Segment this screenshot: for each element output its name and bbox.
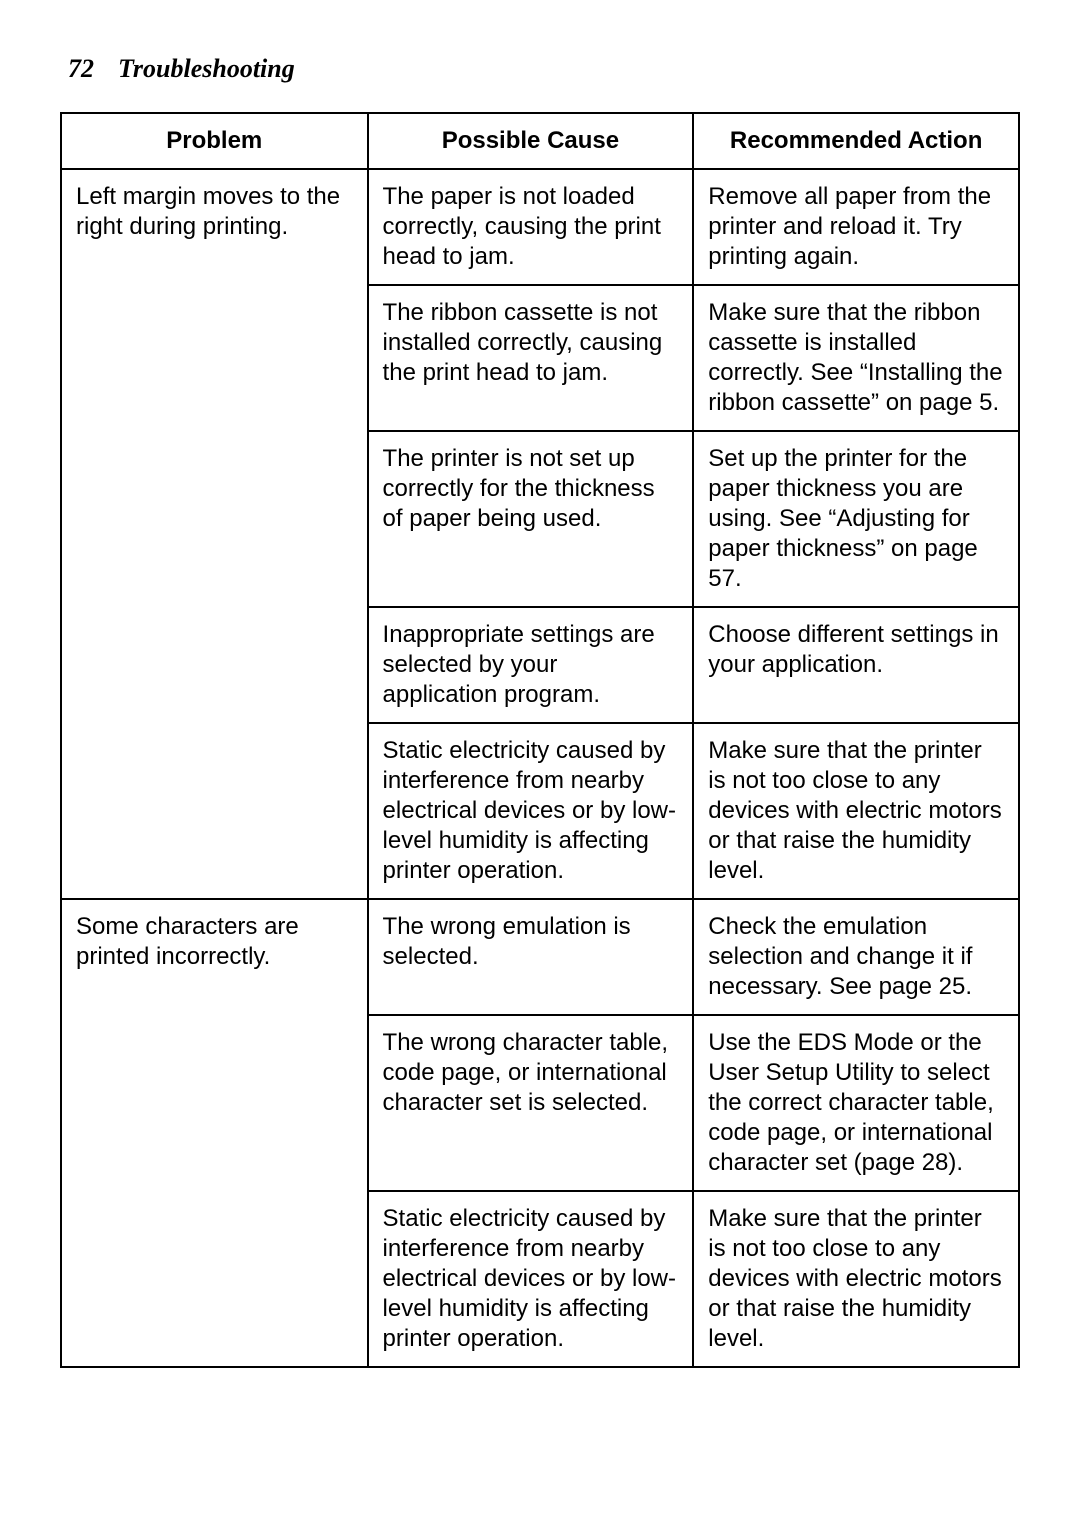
cell-cause: The printer is not set up correctly for … [368, 431, 694, 607]
col-header-cause: Possible Cause [368, 113, 694, 169]
troubleshooting-table: Problem Possible Cause Recommended Actio… [60, 112, 1020, 1368]
cell-action: Make sure that the printer is not too cl… [693, 723, 1019, 899]
table-row: Left margin moves to the right during pr… [61, 169, 1019, 285]
cell-problem: Left margin moves to the right during pr… [61, 169, 368, 899]
cell-action: Set up the printer for the paper thickne… [693, 431, 1019, 607]
page-header: 72 Troubleshooting [68, 54, 1020, 84]
cell-action: Remove all paper from the printer and re… [693, 169, 1019, 285]
cell-action: Use the EDS Mode or the User Setup Utili… [693, 1015, 1019, 1191]
cell-cause: Static electricity caused by interferenc… [368, 723, 694, 899]
col-header-problem: Problem [61, 113, 368, 169]
cell-cause: The paper is not loaded correctly, causi… [368, 169, 694, 285]
cell-cause: Inappropriate settings are selected by y… [368, 607, 694, 723]
cell-problem: Some characters are printed incorrectly. [61, 899, 368, 1367]
cell-action: Check the emulation selection and change… [693, 899, 1019, 1015]
cell-cause: The wrong emulation is selected. [368, 899, 694, 1015]
cell-action: Choose different settings in your applic… [693, 607, 1019, 723]
table-header-row: Problem Possible Cause Recommended Actio… [61, 113, 1019, 169]
col-header-action: Recommended Action [693, 113, 1019, 169]
cell-action: Make sure that the ribbon cassette is in… [693, 285, 1019, 431]
cell-cause: The wrong character table, code page, or… [368, 1015, 694, 1191]
cell-cause: Static electricity caused by interferenc… [368, 1191, 694, 1367]
cell-action: Make sure that the printer is not too cl… [693, 1191, 1019, 1367]
cell-cause: The ribbon cassette is not installed cor… [368, 285, 694, 431]
table-row: Some characters are printed incorrectly.… [61, 899, 1019, 1015]
page: 72 Troubleshooting Problem Possible Cause… [0, 0, 1080, 1529]
section-title: Troubleshooting [118, 54, 295, 83]
page-number: 72 [68, 54, 94, 83]
